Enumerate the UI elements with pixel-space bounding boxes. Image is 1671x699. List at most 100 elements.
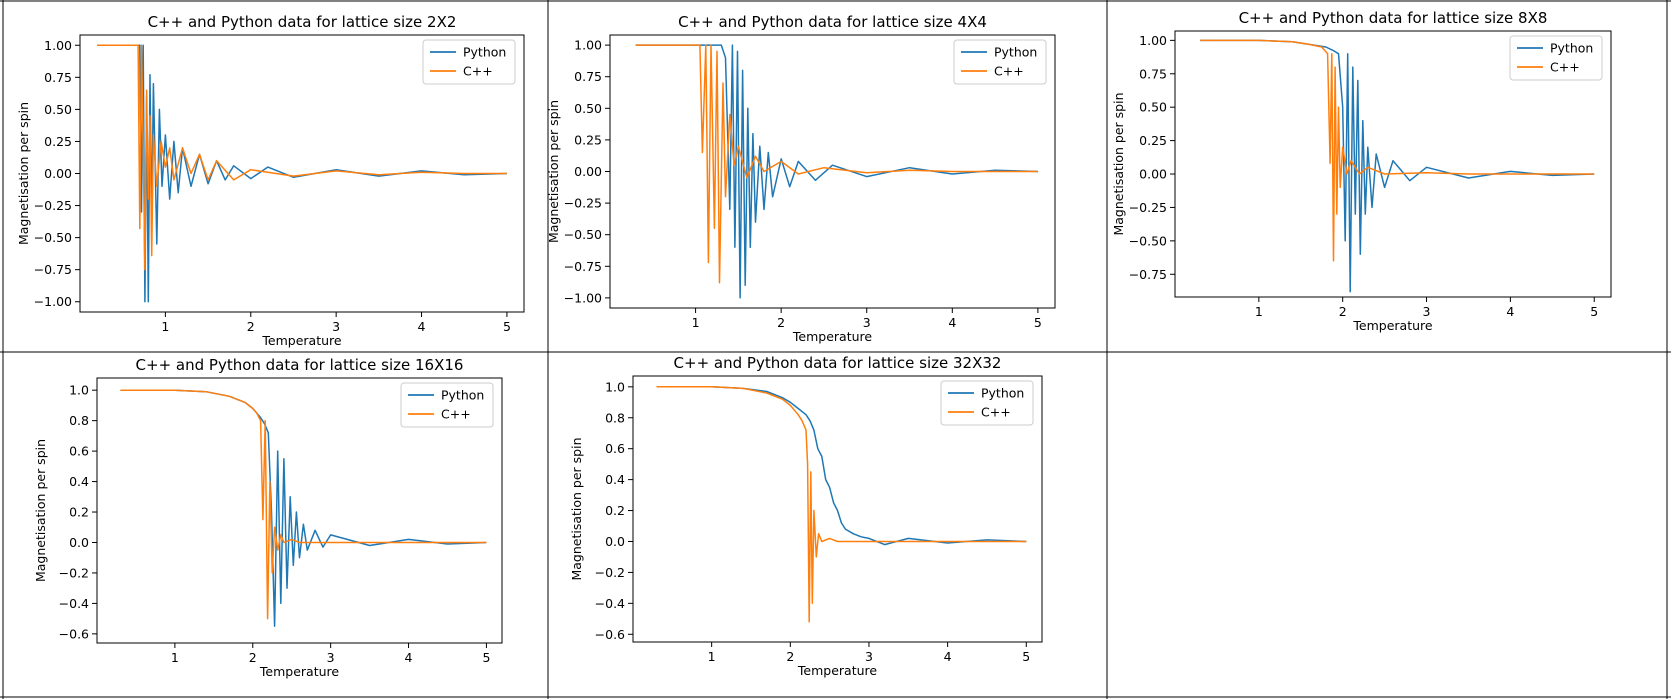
y-tick-label: −0.4 — [59, 596, 89, 611]
legend-label: Python — [1550, 41, 1593, 56]
x-tick-label: 1 — [161, 319, 169, 334]
chart-title: C++ and Python data for lattice size 16X… — [136, 356, 464, 374]
series-line-python — [656, 386, 1027, 546]
legend-box — [422, 39, 516, 85]
legend-box — [1509, 35, 1603, 81]
y-tick-label: 0.75 — [574, 69, 602, 84]
y-tick-label: −0.6 — [595, 627, 625, 642]
x-tick-label: 5 — [482, 650, 490, 665]
y-tick-label: 0.4 — [69, 474, 89, 489]
legend-box — [400, 382, 494, 428]
y-tick-label: 1.00 — [574, 38, 602, 53]
series-line-cpp — [656, 386, 1027, 623]
y-axis-label: Magnetisation per spin — [16, 102, 31, 245]
y-tick-label: −0.50 — [564, 227, 602, 242]
y-tick-label: 0.00 — [44, 166, 72, 181]
y-tick-label: −0.75 — [564, 259, 602, 274]
plot-frame — [632, 375, 1043, 643]
y-axis-label: Magnetisation per spin — [546, 100, 561, 243]
y-tick-label: 0.8 — [69, 413, 89, 428]
x-tick-label: 5 — [1034, 315, 1042, 330]
x-tick-label: 4 — [418, 319, 426, 334]
y-tick-label: 0.50 — [1139, 100, 1167, 115]
legend-label: C++ — [463, 64, 493, 79]
chart-title: C++ and Python data for lattice size 32X… — [674, 354, 1002, 372]
x-axis-label: Temperature — [1352, 318, 1432, 333]
y-tick-label: −0.25 — [564, 196, 602, 211]
x-tick-label: 2 — [249, 650, 257, 665]
y-tick-label: 0.2 — [605, 503, 625, 518]
x-tick-label: 3 — [863, 315, 871, 330]
y-tick-label: 0.25 — [574, 132, 602, 147]
series-line-cpp — [97, 44, 507, 271]
y-axis-label: Magnetisation per spin — [569, 437, 584, 580]
series-line-python — [1200, 39, 1595, 293]
y-tick-label: −0.2 — [59, 565, 89, 580]
y-tick-label: −0.75 — [1129, 267, 1167, 282]
legend-label: Python — [994, 45, 1037, 60]
y-tick-label: 1.00 — [44, 38, 72, 53]
y-tick-label: −0.50 — [1129, 233, 1167, 248]
y-tick-label: 0.8 — [605, 410, 625, 425]
y-tick-label: −1.00 — [34, 294, 72, 309]
x-tick-label: 4 — [948, 315, 956, 330]
legend-box — [940, 380, 1034, 426]
x-tick-label: 5 — [1022, 649, 1030, 664]
y-tick-label: −0.25 — [1129, 200, 1167, 215]
x-axis-label: Temperature — [259, 664, 339, 679]
legend-label: Python — [981, 386, 1024, 401]
x-tick-label: 5 — [503, 319, 511, 334]
y-tick-label: 0.0 — [69, 535, 89, 550]
y-tick-label: 0.6 — [69, 444, 89, 459]
y-tick-label: 0.50 — [574, 101, 602, 116]
y-tick-label: 0.25 — [1139, 133, 1167, 148]
x-tick-label: 2 — [786, 649, 794, 664]
x-tick-label: 1 — [708, 649, 716, 664]
y-tick-label: 0.00 — [574, 164, 602, 179]
legend-box — [953, 39, 1047, 85]
legend-label: Python — [441, 388, 484, 403]
y-tick-label: 0.0 — [605, 534, 625, 549]
y-tick-label: −0.50 — [34, 230, 72, 245]
x-axis-label: Temperature — [797, 663, 877, 678]
y-tick-label: 0.50 — [44, 102, 72, 117]
y-tick-label: 1.0 — [605, 379, 625, 394]
chart-title: C++ and Python data for lattice size 4X4 — [678, 13, 987, 31]
x-tick-label: 1 — [1255, 304, 1263, 319]
y-tick-label: 1.00 — [1139, 33, 1167, 48]
x-tick-label: 1 — [692, 315, 700, 330]
x-tick-label: 4 — [1506, 304, 1514, 319]
chart-title: C++ and Python data for lattice size 2X2 — [148, 13, 457, 31]
y-tick-label: 0.75 — [44, 70, 72, 85]
series-line-cpp — [120, 389, 487, 620]
y-tick-label: 0.6 — [605, 441, 625, 456]
y-axis-label: Magnetisation per spin — [1111, 92, 1126, 235]
legend-label: C++ — [1550, 60, 1580, 75]
x-tick-label: 2 — [247, 319, 255, 334]
y-tick-label: 0.25 — [44, 134, 72, 149]
y-tick-label: −0.6 — [59, 626, 89, 641]
y-axis-label: Magnetisation per spin — [33, 439, 48, 582]
y-tick-label: 0.4 — [605, 472, 625, 487]
series-line-cpp — [635, 44, 1038, 284]
x-tick-label: 4 — [944, 649, 952, 664]
x-tick-label: 3 — [865, 649, 873, 664]
legend-label: C++ — [994, 64, 1024, 79]
y-tick-label: 1.0 — [69, 383, 89, 398]
series-line-cpp — [1200, 39, 1595, 262]
x-axis-label: Temperature — [792, 329, 872, 344]
legend-label: C++ — [441, 407, 471, 422]
x-tick-label: 3 — [332, 319, 340, 334]
y-tick-label: −0.25 — [34, 198, 72, 213]
x-tick-label: 5 — [1590, 304, 1598, 319]
x-tick-label: 4 — [405, 650, 413, 665]
x-tick-label: 2 — [1339, 304, 1347, 319]
chart-title: C++ and Python data for lattice size 8X8 — [1239, 9, 1548, 27]
series-line-python — [635, 44, 1038, 299]
x-tick-label: 3 — [327, 650, 335, 665]
